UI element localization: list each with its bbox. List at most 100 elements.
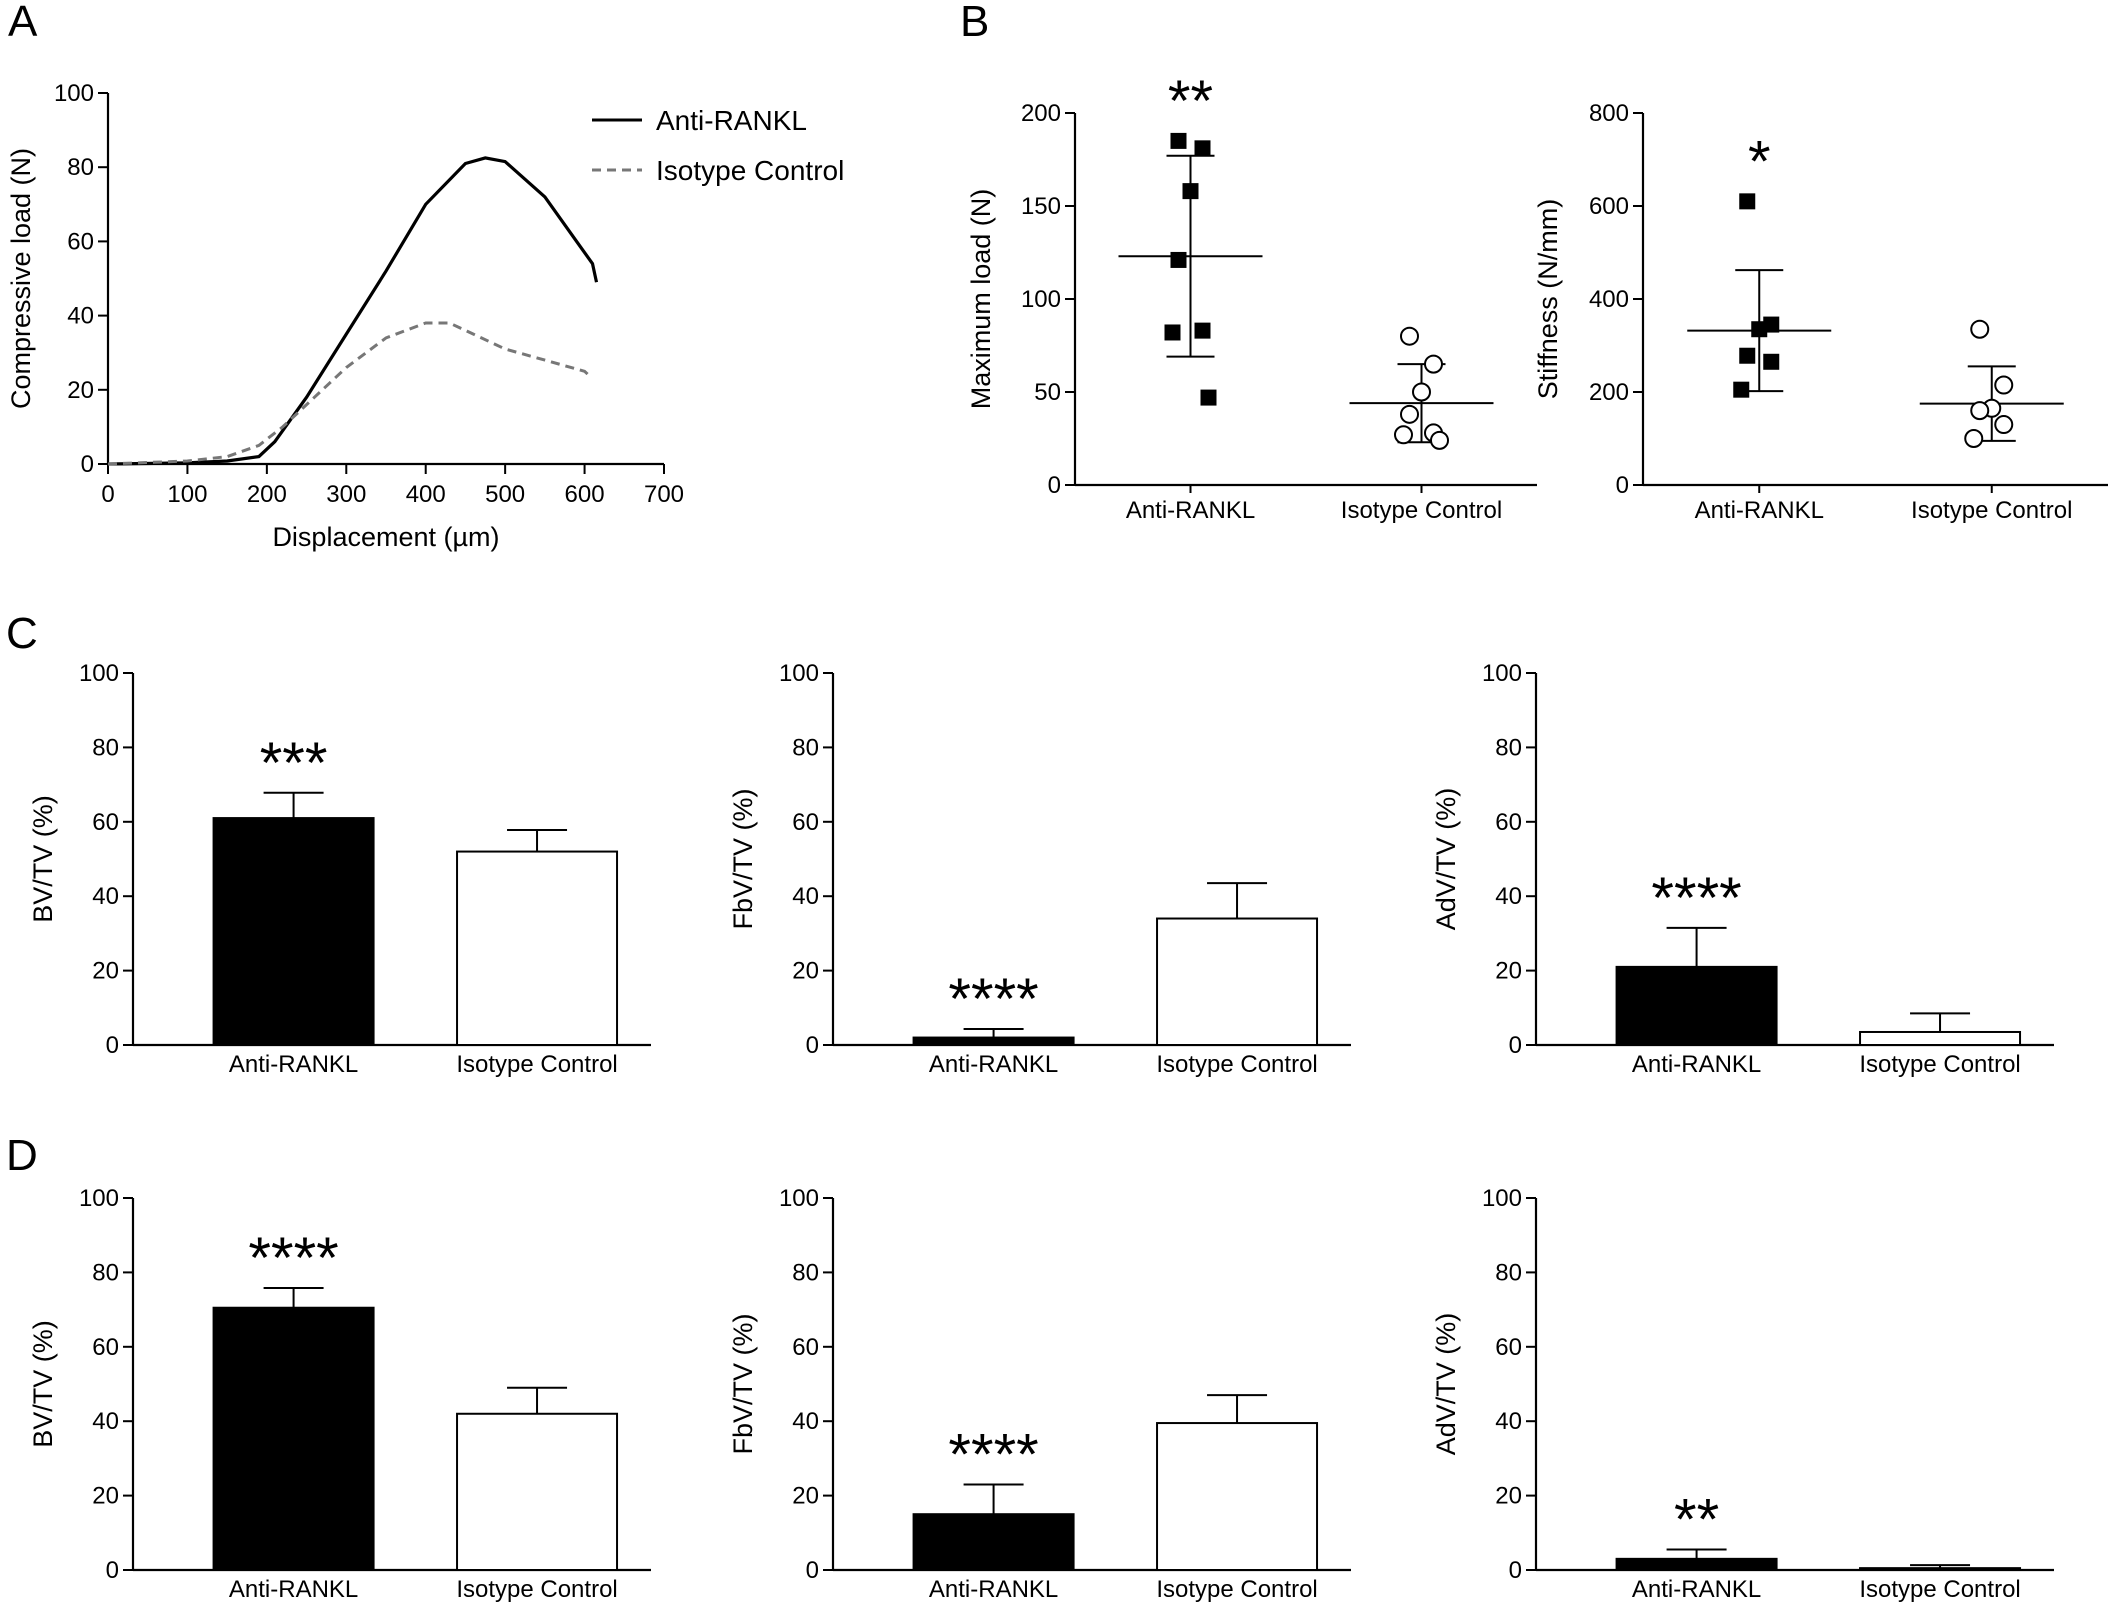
- legend-label-isotype-control: Isotype Control: [656, 155, 844, 186]
- category-label: Anti-RANKL: [929, 1576, 1058, 1603]
- series-line-isotype-control: [107, 321, 590, 466]
- y-tick-label: 100: [54, 80, 94, 107]
- significance-stars: ***: [260, 731, 328, 796]
- y-tick-label: 100: [779, 660, 819, 687]
- y-tick-label: 60: [92, 1334, 119, 1361]
- data-point-anti-rankl: [1194, 322, 1211, 339]
- data-point-anti-rankl: [1739, 193, 1756, 210]
- y-tick-label: 80: [1495, 734, 1522, 761]
- x-tick-label: 600: [565, 481, 605, 508]
- y-tick-label: 60: [92, 809, 119, 836]
- y-tick-label: 80: [792, 734, 819, 761]
- x-tick-label: 100: [167, 481, 207, 508]
- category-label: Isotype Control: [1156, 1576, 1317, 1603]
- y-tick-label: 80: [67, 154, 94, 181]
- y-axis-title: AdV/TV (%): [1431, 1313, 1461, 1456]
- x-tick-label: 300: [326, 481, 366, 508]
- significance-stars: ****: [248, 1226, 338, 1291]
- category-label: Isotype Control: [1341, 497, 1502, 524]
- y-tick-label: 40: [1495, 1408, 1522, 1435]
- y-tick-label: 0: [1509, 1032, 1522, 1059]
- category-label: Anti-RANKL: [1695, 497, 1824, 524]
- x-tick-label: 200: [247, 481, 287, 508]
- y-tick-label: 100: [1482, 660, 1522, 687]
- y-axis-title: AdV/TV (%): [1431, 788, 1461, 931]
- series-line-anti-rankl: [107, 156, 599, 466]
- bar-anti-rankl: [1615, 965, 1778, 1047]
- category-label: Anti-RANKL: [1126, 497, 1255, 524]
- x-axis-title: Displacement (µm): [272, 522, 499, 552]
- data-point-anti-rankl: [1194, 140, 1211, 157]
- y-tick-label: 40: [92, 883, 119, 910]
- y-tick-label: 40: [1495, 883, 1522, 910]
- y-axis-title: Maximum load (N): [966, 189, 996, 410]
- y-axis-title: FbV/TV (%): [728, 788, 758, 929]
- data-point-isotype-control: [1970, 319, 1990, 339]
- bar-isotype-control: [1859, 1567, 2022, 1572]
- data-point-isotype-control: [1412, 382, 1431, 402]
- category-label: Anti-RANKL: [1632, 1576, 1761, 1603]
- data-point-isotype-control: [1430, 430, 1449, 450]
- y-tick-label: 0: [806, 1557, 819, 1584]
- y-tick-label: 60: [1495, 809, 1522, 836]
- y-tick-label: 40: [792, 1408, 819, 1435]
- bar-anti-rankl: [912, 1036, 1075, 1047]
- y-tick-label: 100: [1021, 286, 1061, 313]
- data-point-isotype-control: [1400, 404, 1419, 424]
- data-point-isotype-control: [1400, 326, 1419, 346]
- y-tick-label: 40: [792, 883, 819, 910]
- y-tick-label: 40: [92, 1408, 119, 1435]
- significance-stars: ****: [948, 1422, 1038, 1487]
- y-tick-label: 800: [1589, 100, 1629, 127]
- data-point-anti-rankl: [1733, 381, 1750, 398]
- data-point-anti-rankl: [1164, 324, 1181, 341]
- x-tick-label: 0: [101, 481, 114, 508]
- category-label: Isotype Control: [1859, 1576, 2020, 1603]
- y-tick-label: 0: [1616, 472, 1629, 499]
- category-label: Isotype Control: [1156, 1051, 1317, 1078]
- y-tick-label: 100: [79, 1185, 119, 1212]
- category-label: Isotype Control: [456, 1576, 617, 1603]
- panel-label-d: D: [6, 1131, 38, 1180]
- y-tick-label: 60: [792, 809, 819, 836]
- bar-isotype-control: [1156, 1422, 1319, 1572]
- y-tick-label: 60: [792, 1334, 819, 1361]
- panel-label-a: A: [8, 0, 38, 46]
- bar-isotype-control: [1156, 917, 1319, 1047]
- bar-anti-rankl: [1615, 1557, 1778, 1571]
- y-tick-label: 60: [67, 228, 94, 255]
- data-point-isotype-control: [1424, 354, 1443, 374]
- y-tick-label: 150: [1021, 193, 1061, 220]
- y-axis-title: Compressive load (N): [6, 148, 36, 409]
- y-tick-label: 20: [792, 1483, 819, 1510]
- y-tick-label: 0: [806, 1032, 819, 1059]
- y-tick-label: 20: [1495, 1483, 1522, 1510]
- y-axis-title: Stiffness (N/mm): [1533, 199, 1563, 400]
- data-point-isotype-control: [1964, 429, 1984, 448]
- y-tick-label: 200: [1021, 100, 1061, 127]
- y-axis-title: BV/TV (%): [28, 1320, 58, 1448]
- category-label: Isotype Control: [1911, 497, 2072, 524]
- data-point-isotype-control: [1994, 415, 2014, 435]
- y-tick-label: 0: [1048, 472, 1061, 499]
- y-tick-label: 0: [106, 1557, 119, 1584]
- bar-isotype-control: [456, 1412, 619, 1572]
- significance-stars: ****: [1651, 866, 1741, 931]
- bar-anti-rankl: [912, 1513, 1075, 1571]
- y-tick-label: 20: [1495, 958, 1522, 985]
- panel-label-b: B: [960, 0, 989, 46]
- y-tick-label: 40: [67, 303, 94, 330]
- panel-label-c: C: [6, 609, 38, 658]
- significance-stars: **: [1168, 69, 1213, 134]
- x-tick-label: 500: [485, 481, 525, 508]
- legend-label-anti-rankl: Anti-RANKL: [656, 105, 807, 136]
- data-point-isotype-control: [1994, 375, 2014, 395]
- significance-stars: **: [1674, 1488, 1719, 1553]
- y-tick-label: 100: [1482, 1185, 1522, 1212]
- y-tick-label: 80: [1495, 1259, 1522, 1286]
- data-point-anti-rankl: [1763, 353, 1780, 370]
- data-point-anti-rankl: [1751, 321, 1768, 338]
- y-tick-label: 60: [1495, 1334, 1522, 1361]
- y-tick-label: 80: [792, 1259, 819, 1286]
- y-axis-title: BV/TV (%): [28, 795, 58, 923]
